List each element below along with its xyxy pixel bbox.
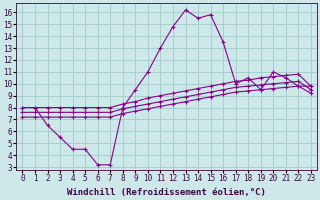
X-axis label: Windchill (Refroidissement éolien,°C): Windchill (Refroidissement éolien,°C) xyxy=(67,188,266,197)
